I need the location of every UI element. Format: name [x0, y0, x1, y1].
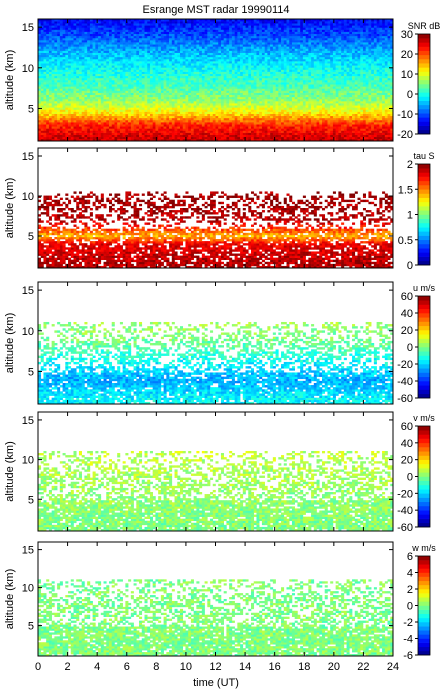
- panel-v-y-tick-label: 5: [28, 494, 34, 506]
- panel-w-y-tick-label: 15: [22, 545, 34, 557]
- panel-u: 5 10 15 altitude (km) u m/s60 40 20 0 -20 -40 -60: [4, 282, 435, 405]
- x-axis-label: time (UT): [193, 677, 239, 689]
- panel-tau-colorbar: tau S2 1.5 1 0.5 0: [398, 151, 435, 272]
- panel-v-colorbar: v m/s60 40 20 0 -20 -40 -60: [397, 413, 435, 534]
- panel-w-colorbar-tick: -6: [403, 650, 413, 662]
- panel-w-colorbar-tick: 2: [407, 584, 413, 596]
- panel-snr-colorbar-tick: -20: [397, 129, 413, 141]
- x-tick-label: 0: [35, 661, 41, 673]
- panel-v-y-tick-label: 10: [22, 455, 34, 467]
- panel-u-y-tick-label: 15: [22, 285, 34, 297]
- panel-tau-y-label: altitude (km): [4, 178, 16, 239]
- x-tick-label: 14: [239, 661, 251, 673]
- panel-tau-colorbar-tick: 2: [407, 159, 413, 171]
- panel-tau-colorbar-tick: 0: [407, 260, 413, 272]
- x-tick-label: 8: [153, 661, 159, 673]
- panel-snr-colorbar-tick: 10: [401, 69, 413, 81]
- panel-u-colorbar-tick: -40: [397, 376, 413, 388]
- panel-u-cells: [38, 322, 393, 404]
- panel-snr-y-tick-label: 15: [22, 22, 34, 34]
- panel-w-colorbar-tick: 6: [407, 551, 413, 563]
- panel-w-colorbar-tick: -4: [403, 634, 413, 646]
- x-tick-label: 20: [328, 661, 340, 673]
- panel-tau-colorbar-label: tau S: [413, 151, 434, 161]
- x-tick-label: 22: [357, 661, 369, 673]
- panel-v-colorbar-tick: 40: [401, 438, 413, 450]
- panel-v-colorbar-label: v m/s: [413, 413, 435, 423]
- panel-w-colorbar: w m/s6 4 2 0 -2 -4 -6: [403, 543, 436, 662]
- x-tick-label: 16: [269, 661, 281, 673]
- panel-v-cells: [38, 451, 393, 531]
- x-axis-ticks: 0 2 4 6 8 10 12 14 16 18 20 22 24: [35, 661, 399, 673]
- panel-w-colorbar-tick: 0: [407, 601, 413, 613]
- panel-v-y-tick-label: 15: [22, 415, 34, 427]
- panel-v-colorbar-tick: -40: [397, 505, 413, 517]
- x-tick-label: 18: [298, 661, 310, 673]
- x-tick-label: 12: [209, 661, 221, 673]
- x-tick-label: 24: [387, 661, 399, 673]
- panel-snr-colorbar-tick: 20: [401, 49, 413, 61]
- x-tick-label: 6: [124, 661, 130, 673]
- panel-snr-y-tick-label: 5: [28, 103, 34, 115]
- panel-w-colorbar-label: w m/s: [411, 543, 436, 553]
- panel-w-y-tick-label: 5: [28, 621, 34, 633]
- panel-u-colorbar-tick: 40: [401, 308, 413, 320]
- panel-u-colorbar-tick: 20: [401, 325, 413, 337]
- panel-tau-colorbar-tick: 1.5: [398, 184, 413, 196]
- x-tick-label: 10: [180, 661, 192, 673]
- figure-title: Esrange MST radar 19990114: [143, 4, 290, 16]
- panel-tau-colorbar-tick: 0.5: [398, 235, 413, 247]
- panel-v-colorbar-tick: -20: [397, 488, 413, 500]
- panel-v-colorbar-tick: 60: [401, 421, 413, 433]
- panel-v-colorbar-tick: -60: [397, 522, 413, 534]
- panel-snr-colorbar-tick: 30: [401, 29, 413, 41]
- panel-snr-y-label: altitude (km): [4, 50, 16, 111]
- panel-tau-colorbar-tick: 1: [407, 210, 413, 222]
- panel-tau: 5 10 15 altitude (km) tau S2 1.5 1 0.5 0: [4, 148, 435, 272]
- panel-u-colorbar-tick: 60: [401, 291, 413, 303]
- panel-w-colorbar-tick: 4: [407, 568, 413, 580]
- panel-v-colorbar-tick: 20: [401, 455, 413, 467]
- panel-u-colorbar: u m/s60 40 20 0 -20 -40 -60: [397, 283, 435, 405]
- panel-w-y-tick-label: 10: [22, 583, 34, 595]
- panel-u-colorbar-tick: 0: [407, 342, 413, 354]
- panel-w-y-label: altitude (km): [4, 569, 16, 630]
- panel-v-y-label: altitude (km): [4, 441, 16, 502]
- panel-w: 5 10 15 altitude (km) w m/s6 4 2 0 -2 -4 -6: [4, 542, 436, 662]
- panel-u-y-tick-label: 5: [28, 366, 34, 378]
- panel-u-colorbar-label: u m/s: [413, 283, 436, 293]
- panel-u-colorbar-tick: -60: [397, 393, 413, 405]
- panel-tau-y-tick-label: 5: [28, 231, 34, 243]
- panel-v: 5 10 15 altitude (km) v m/s60 40 20 0 -20 -40 -60: [4, 412, 435, 534]
- panel-u-colorbar-tick: -20: [397, 359, 413, 371]
- panel-snr-colorbar-tick: -10: [397, 109, 413, 121]
- panel-snr-colorbar-tick: 0: [407, 89, 413, 101]
- x-tick-label: 4: [94, 661, 100, 673]
- panel-snr-y-tick-label: 10: [22, 63, 34, 75]
- panel-tau-y-tick-label: 10: [22, 191, 34, 203]
- panel-w-cells: [38, 579, 393, 656]
- panel-v-colorbar-tick: 0: [407, 472, 413, 484]
- panel-w-colorbar-tick: -2: [403, 617, 413, 629]
- panel-tau-cells: [38, 191, 393, 268]
- x-tick-label: 2: [65, 661, 71, 673]
- panel-u-y-label: altitude (km): [4, 313, 16, 374]
- panel-snr-cells: [38, 19, 393, 141]
- panel-tau-y-tick-label: 15: [22, 151, 34, 163]
- panel-u-y-tick-label: 10: [22, 326, 34, 338]
